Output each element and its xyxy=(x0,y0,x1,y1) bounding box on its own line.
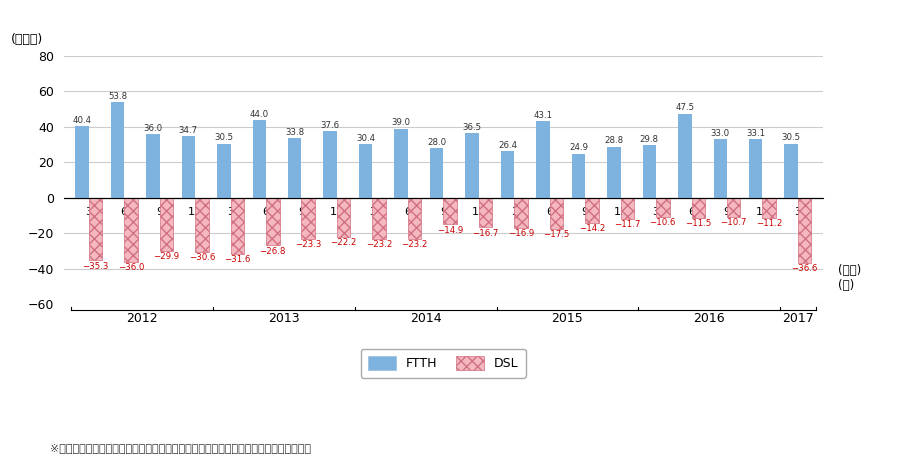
Bar xyxy=(465,133,479,198)
Text: 29.8: 29.8 xyxy=(640,135,658,144)
Bar xyxy=(585,198,599,223)
Text: 44.0: 44.0 xyxy=(250,109,269,119)
Text: 28.0: 28.0 xyxy=(427,138,446,147)
Text: −23.3: −23.3 xyxy=(295,240,321,250)
Bar xyxy=(337,198,350,237)
Text: 26.4: 26.4 xyxy=(498,141,517,150)
Text: 40.4: 40.4 xyxy=(72,116,92,125)
Text: 24.9: 24.9 xyxy=(569,143,588,153)
Bar xyxy=(479,198,492,228)
Text: −26.8: −26.8 xyxy=(260,247,286,256)
Text: 2016: 2016 xyxy=(694,312,725,325)
Bar xyxy=(798,198,812,263)
Bar xyxy=(288,138,301,198)
Bar xyxy=(572,153,585,198)
Text: −14.9: −14.9 xyxy=(437,225,464,234)
Text: 2017: 2017 xyxy=(782,312,814,325)
Bar xyxy=(324,131,337,198)
Text: 37.6: 37.6 xyxy=(320,121,340,130)
Text: 30.5: 30.5 xyxy=(215,133,234,142)
Bar xyxy=(301,198,315,239)
Bar xyxy=(253,120,266,198)
Bar xyxy=(160,198,173,251)
Text: 2014: 2014 xyxy=(410,312,441,325)
Text: 2013: 2013 xyxy=(268,312,299,325)
Text: 30.4: 30.4 xyxy=(356,134,375,142)
Text: 43.1: 43.1 xyxy=(533,111,553,120)
Text: −31.6: −31.6 xyxy=(224,255,251,264)
Bar xyxy=(124,198,138,262)
Bar xyxy=(607,147,621,198)
Text: −16.7: −16.7 xyxy=(473,229,499,238)
Text: −11.5: −11.5 xyxy=(685,219,712,229)
Bar xyxy=(762,198,776,218)
Text: (万契約): (万契約) xyxy=(11,33,43,46)
Bar xyxy=(430,148,443,198)
Bar xyxy=(394,129,408,198)
Text: −16.9: −16.9 xyxy=(508,229,534,238)
Bar xyxy=(75,126,88,198)
Bar xyxy=(373,198,386,239)
Bar xyxy=(443,198,456,224)
Text: −22.2: −22.2 xyxy=(330,239,357,247)
Bar xyxy=(111,102,124,198)
Text: −29.9: −29.9 xyxy=(153,252,179,261)
Bar xyxy=(692,198,705,218)
Text: 30.5: 30.5 xyxy=(782,133,801,142)
Bar xyxy=(217,144,231,198)
Text: −10.7: −10.7 xyxy=(721,218,747,227)
Bar xyxy=(231,198,244,254)
Bar xyxy=(749,139,762,198)
Text: −17.5: −17.5 xyxy=(543,230,570,239)
Bar xyxy=(195,198,208,252)
Text: −30.6: −30.6 xyxy=(189,253,215,262)
Bar xyxy=(785,144,798,198)
Text: −11.2: −11.2 xyxy=(756,219,782,228)
Bar xyxy=(678,114,692,198)
Bar xyxy=(656,198,669,217)
Text: (月末): (月末) xyxy=(838,264,861,277)
Bar xyxy=(408,198,421,239)
Text: 47.5: 47.5 xyxy=(676,104,695,112)
Bar xyxy=(713,139,727,198)
Bar xyxy=(536,121,549,198)
Bar xyxy=(549,198,563,229)
Legend: FTTH, DSL: FTTH, DSL xyxy=(361,349,526,377)
Text: −36.6: −36.6 xyxy=(791,264,818,273)
Text: 33.1: 33.1 xyxy=(746,129,765,138)
Text: 2015: 2015 xyxy=(551,312,584,325)
Bar xyxy=(88,198,102,261)
Text: 53.8: 53.8 xyxy=(108,92,127,101)
Bar xyxy=(266,198,280,245)
Text: 36.5: 36.5 xyxy=(463,123,482,132)
Text: ※過去の数値については、事業者報告の修正があったため、昨年の公表値とは異なる。: ※過去の数値については、事業者報告の修正があったため、昨年の公表値とは異なる。 xyxy=(50,443,310,453)
Text: −35.3: −35.3 xyxy=(82,262,108,271)
Bar xyxy=(359,144,373,198)
Bar xyxy=(621,198,634,218)
Text: 36.0: 36.0 xyxy=(143,124,162,133)
Text: −36.0: −36.0 xyxy=(118,263,144,272)
Text: −11.7: −11.7 xyxy=(614,220,640,229)
Text: −23.2: −23.2 xyxy=(366,240,392,249)
Text: −14.2: −14.2 xyxy=(579,224,605,233)
Text: 33.0: 33.0 xyxy=(711,129,730,138)
Bar xyxy=(642,145,656,198)
Text: 28.8: 28.8 xyxy=(604,136,623,146)
Text: (年): (年) xyxy=(838,279,854,292)
Text: 2012: 2012 xyxy=(126,312,158,325)
Bar xyxy=(514,198,528,228)
Bar xyxy=(727,198,741,217)
Text: 33.8: 33.8 xyxy=(285,128,304,136)
Text: 39.0: 39.0 xyxy=(391,118,410,127)
Text: 34.7: 34.7 xyxy=(179,126,198,135)
Text: −23.2: −23.2 xyxy=(401,240,428,249)
Bar xyxy=(501,151,514,198)
Bar xyxy=(146,134,160,198)
Bar xyxy=(181,136,195,198)
Text: −10.6: −10.6 xyxy=(649,218,676,227)
